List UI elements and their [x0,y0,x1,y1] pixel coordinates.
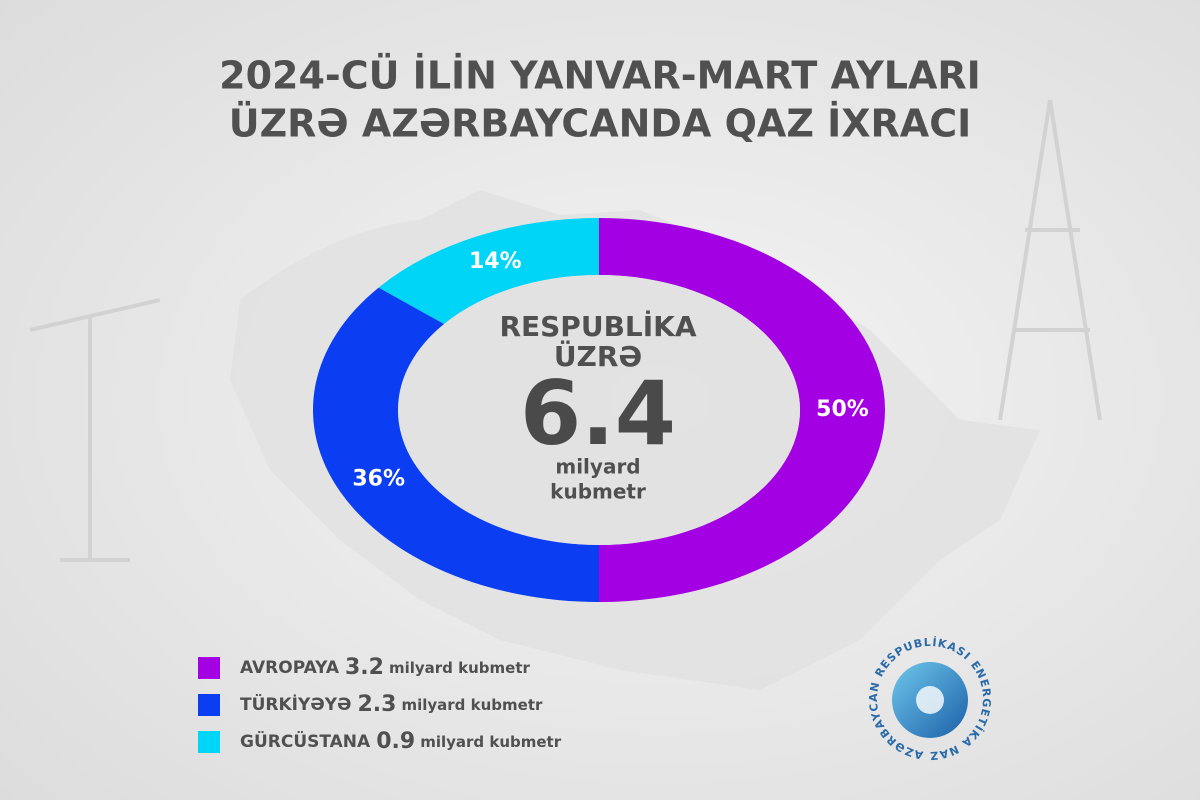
title-line: 2024-CÜ İLİN YANVAR-MART AYLARI [219,54,981,98]
rig-silhouette [29,99,1102,562]
legend-amount: 3.2 [345,655,384,680]
legend-unit: milyard kubmetr [420,733,562,751]
legend-unit: milyard kubmetr [401,696,543,714]
total-unit: milyard [555,455,640,479]
legend-amount: 0.9 [376,729,415,754]
donut-segment [313,287,599,602]
segment-label: 50% [816,397,869,422]
legend-swatch [198,731,220,753]
legend-name: AVROPAYA [240,658,340,678]
legend-entry: GÜRCÜSTANA 0.9 milyard kubmetr [240,729,562,754]
logo-center [916,686,944,714]
donut-hole [398,275,800,545]
donut-chart: 50% 36% 14% [313,218,885,602]
legend-swatch [198,694,220,716]
legend-name: GÜRCÜSTANA [240,730,371,752]
center-label: ÜZRƏ [554,339,642,373]
donut-segment [599,218,885,602]
legend-unit: milyard kubmetr [389,659,531,677]
segment-label: 36% [352,467,405,492]
legend-entry: AVROPAYA 3.2 milyard kubmetr [240,655,531,680]
legend-name: TÜRKİYƏYƏ [240,693,351,715]
donut-segment [378,218,599,324]
legend-swatch [198,657,220,679]
segment-label: 14% [469,249,522,274]
legend-amount: 2.3 [357,692,396,717]
legend: AVROPAYA 3.2 milyard kubmetr TÜRKİYƏYƏ 2.3 mi… [198,655,562,754]
title-line: ÜZRƏ AZƏRBAYCANDA QAZ İXRACI [229,102,971,146]
legend-entry: TÜRKİYƏYƏ 2.3 milyard kubmetr [240,692,543,717]
total-value: 6.4 [520,362,676,465]
total-unit: kubmetr [550,480,646,504]
center-label: RESPUBLİKA [499,309,696,343]
